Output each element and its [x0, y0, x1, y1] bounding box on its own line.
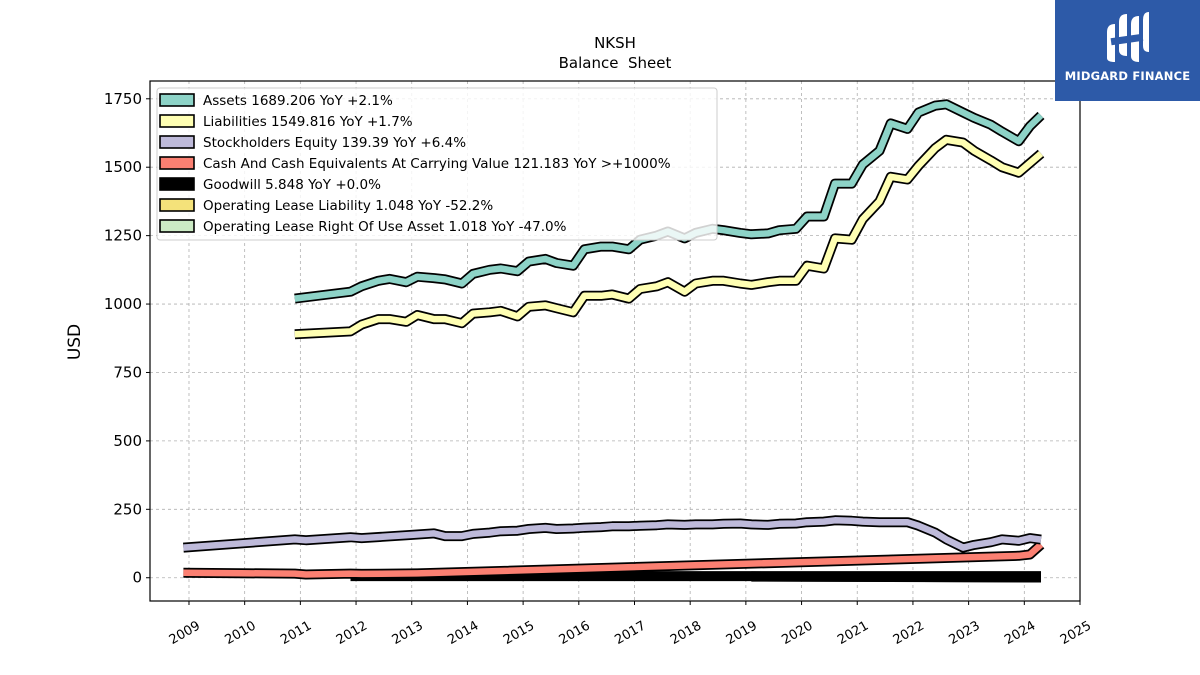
x-tick-label: 2015 [501, 618, 537, 648]
x-tick-label: 2013 [390, 618, 426, 648]
x-tick-label: 2020 [779, 618, 815, 648]
legend-entry: Operating Lease Right Of Use Asset 1.018… [203, 219, 567, 235]
y-tick-label: 250 [113, 500, 142, 518]
series-line-liabilities [294, 136, 1044, 338]
legend-swatch [159, 219, 195, 233]
x-tick-label: 2023 [946, 618, 982, 648]
legend-entry: Stockholders Equity 139.39 YoY +6.4% [203, 135, 466, 151]
legend-entry: Assets 1689.206 YoY +2.1% [203, 93, 393, 109]
x-tick-label: 2019 [724, 618, 760, 648]
y-tick-label: 750 [113, 363, 142, 381]
legend-entry: Liabilities 1549.816 YoY +1.7% [203, 114, 413, 130]
x-tick-label: 2018 [668, 618, 704, 648]
midgard-finance-logo: MIDGARD FINANCE [1055, 0, 1200, 101]
x-tick-label: 2016 [557, 618, 593, 648]
series-line-stockholders-equity [183, 517, 1042, 551]
legend-entry: Operating Lease Liability 1.048 YoY -52.… [203, 198, 493, 214]
chart-title: NKSH [594, 34, 636, 52]
legend-box [156, 87, 718, 241]
x-tick-label: 2017 [612, 618, 648, 648]
y-tick-label: 0 [132, 569, 142, 587]
series-line-cash-and-cash-equivalents-at-carrying-value [183, 542, 1044, 578]
x-tick-label: 2011 [278, 618, 314, 648]
y-tick-label: 1250 [104, 227, 142, 245]
y-tick-label: 1000 [104, 295, 142, 313]
logo-text: MIDGARD FINANCE [1064, 69, 1191, 83]
y-tick-label: 500 [113, 432, 142, 450]
legend-entry: Cash And Cash Equivalents At Carrying Va… [203, 156, 671, 172]
plot-frame [149, 80, 1081, 602]
x-tick-label: 2025 [1058, 618, 1094, 648]
legend-entry: Goodwill 5.848 YoY +0.0% [203, 177, 381, 193]
midgard-logo-icon [1107, 12, 1149, 62]
legend-swatch [159, 198, 195, 212]
legend-swatch [159, 177, 195, 191]
x-tick-label: 2014 [445, 618, 481, 648]
legend-swatch [159, 156, 195, 170]
x-tick-label: 2012 [334, 618, 370, 648]
y-tick-label: 1500 [104, 158, 142, 176]
y-tick-label: 1750 [104, 90, 142, 108]
legend-swatch [159, 135, 195, 149]
x-tick-label: 2009 [167, 618, 203, 648]
chart-subtitle: Balance Sheet [559, 54, 672, 72]
x-tick-label: 2022 [891, 618, 927, 648]
legend: Assets 1689.206 YoY +2.1% Liabilities 154… [156, 87, 718, 241]
x-tick-label: 2024 [1002, 618, 1038, 648]
legend-swatch [159, 114, 195, 128]
x-tick-label: 2010 [223, 618, 259, 648]
legend-swatch [159, 93, 195, 107]
y-axis-label: USD [65, 324, 85, 360]
x-tick-label: 2021 [835, 618, 871, 648]
